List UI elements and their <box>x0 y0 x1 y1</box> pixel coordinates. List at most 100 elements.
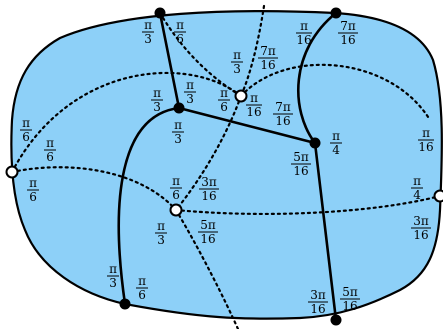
label-denominator: 16 <box>413 228 428 242</box>
label-numerator: π <box>233 48 241 62</box>
label-numerator: π <box>22 116 30 130</box>
label-numerator: 7π <box>260 44 276 58</box>
label-denominator: 3 <box>153 100 161 114</box>
label-numerator: π <box>138 274 146 288</box>
label-numerator: π <box>46 136 54 150</box>
solid-edge <box>117 106 181 306</box>
angle-label: π3 <box>172 118 184 146</box>
label-denominator: 3 <box>174 132 182 146</box>
label-numerator: 3π <box>413 214 429 228</box>
dotted-edge <box>10 166 178 212</box>
label-denominator: 3 <box>157 233 165 247</box>
label-denominator: 16 <box>293 164 308 178</box>
label-denominator: 3 <box>109 276 117 290</box>
vertex-bottom-left <box>119 298 131 310</box>
vertex-top-a <box>154 7 166 19</box>
solid-edges <box>117 11 338 322</box>
vertices <box>5 7 443 326</box>
angle-label: π3 <box>107 262 119 290</box>
label-numerator: π <box>250 91 258 105</box>
angle-label: π3 <box>142 18 154 46</box>
angle-label: π3 <box>155 219 167 247</box>
angle-label: π3 <box>151 86 163 114</box>
angle-label: π6 <box>44 136 56 164</box>
angle-label: π16 <box>418 126 434 154</box>
solid-edge <box>313 141 338 322</box>
label-numerator: π <box>220 86 228 100</box>
angle-label: π16 <box>246 91 262 119</box>
solid-edge <box>297 11 338 145</box>
solid-edge <box>158 11 181 110</box>
label-numerator: π <box>176 18 184 32</box>
label-denominator: 16 <box>418 140 433 154</box>
label-numerator: π <box>144 18 152 32</box>
angle-label: π4 <box>411 174 423 202</box>
angle-label: π4 <box>330 129 342 157</box>
vertex-center-open <box>169 203 183 217</box>
label-denominator: 6 <box>22 130 30 144</box>
dotted-edge <box>174 208 240 329</box>
label-denominator: 4 <box>332 143 340 157</box>
label-denominator: 16 <box>246 105 261 119</box>
label-numerator: π <box>300 19 308 33</box>
label-denominator: 3 <box>233 62 241 76</box>
label-numerator: 3π <box>201 175 217 189</box>
label-numerator: π <box>172 174 180 188</box>
solid-edge <box>177 106 317 145</box>
label-numerator: π <box>413 174 421 188</box>
label-denominator: 6 <box>172 188 180 202</box>
label-denominator: 6 <box>46 150 54 164</box>
vertex-right-edge-open <box>433 189 443 203</box>
angle-label: π6 <box>20 116 32 144</box>
vertex-right-mid <box>309 137 321 149</box>
vertex-left-edge-open <box>5 165 19 179</box>
dotted-edge <box>158 11 243 98</box>
label-numerator: π <box>422 126 430 140</box>
label-numerator: π <box>109 262 117 276</box>
angle-label: π6 <box>136 274 148 302</box>
angle-label: π3 <box>184 78 196 106</box>
label-denominator: 6 <box>220 100 228 114</box>
angle-label: π3 <box>231 48 243 76</box>
vertex-inner-mid <box>173 102 185 114</box>
label-numerator: 7π <box>275 100 291 114</box>
label-denominator: 6 <box>176 32 184 46</box>
label-denominator: 16 <box>275 114 290 128</box>
angle-label: π6 <box>218 86 230 114</box>
label-denominator: 16 <box>296 33 311 47</box>
angle-label: π6 <box>174 18 186 46</box>
label-denominator: 4 <box>413 188 421 202</box>
angle-label: π6 <box>27 176 39 204</box>
region <box>10 10 443 320</box>
label-denominator: 6 <box>138 288 146 302</box>
label-denominator: 3 <box>186 92 194 106</box>
label-numerator: π <box>174 118 182 132</box>
label-numerator: 5π <box>342 285 358 299</box>
vertex-bottom-right <box>330 314 342 326</box>
angle-label: π6 <box>170 174 182 202</box>
dotted-edge <box>239 63 432 122</box>
label-numerator: 3π <box>310 288 326 302</box>
angle-label: π16 <box>296 19 312 47</box>
label-denominator: 16 <box>342 299 357 313</box>
vertex-top-b <box>330 7 342 19</box>
dotted-edges <box>10 4 442 329</box>
dotted-edge <box>239 4 266 98</box>
label-numerator: π <box>332 129 340 143</box>
label-numerator: π <box>29 176 37 190</box>
label-numerator: 5π <box>293 150 309 164</box>
label-numerator: π <box>186 78 194 92</box>
label-denominator: 6 <box>29 190 37 204</box>
label-numerator: π <box>153 86 161 100</box>
label-denominator: 16 <box>200 232 215 246</box>
label-numerator: π <box>157 219 165 233</box>
